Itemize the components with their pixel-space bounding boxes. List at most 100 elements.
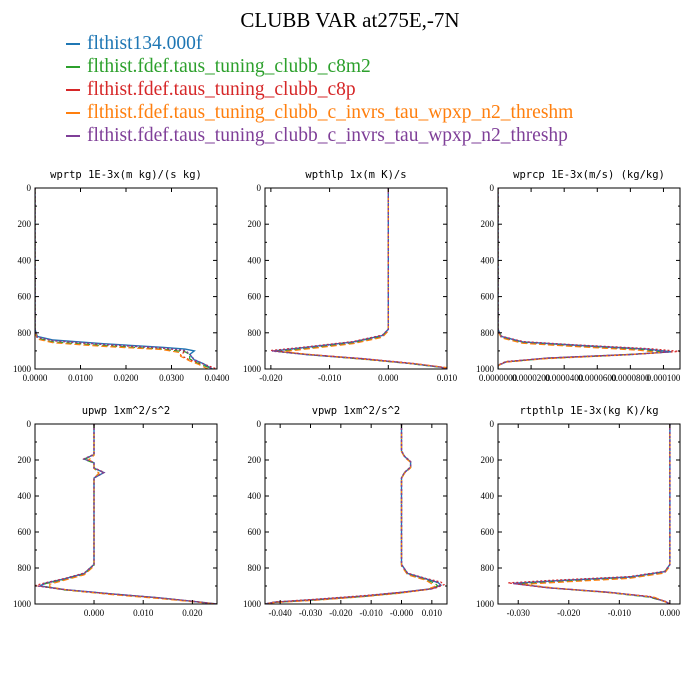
series-line-2 <box>265 424 440 604</box>
legend-line-icon <box>66 134 80 137</box>
y-tick-label: 800 <box>248 563 262 573</box>
y-tick-label: 200 <box>18 219 32 229</box>
y-tick-label: 0 <box>257 183 262 193</box>
series-line-2 <box>518 424 671 604</box>
series-line-2 <box>35 188 213 369</box>
figure-title: CLUBB VAR at275E,-7N <box>240 8 460 32</box>
series-line-1 <box>37 424 217 604</box>
legend-label: flthist134.000f <box>87 33 203 54</box>
legend: flthist134.000f flthist.fdef.taus_tuning… <box>66 32 573 147</box>
y-tick-label: 400 <box>481 255 495 265</box>
panel-2: wpthlp 1x(m K)/s 0 200 400 600 800 1000-0.020 -… <box>243 169 458 383</box>
x-tick-label: 0.0000800 <box>611 373 650 383</box>
panel-title: wpthlp 1x(m K)/s <box>305 169 406 181</box>
x-tick-label: -0.010 <box>318 373 342 383</box>
y-tick-label: 1000 <box>476 364 495 374</box>
x-tick-label: -0.030 <box>507 608 531 618</box>
legend-item: flthist.fdef.taus_tuning_clubb_c_invrs_t… <box>66 101 573 124</box>
series-line-3 <box>35 188 217 369</box>
panel-title: vpwp 1xm^2/s^2 <box>312 405 401 417</box>
legend-line-icon <box>66 88 80 91</box>
y-tick-label: 600 <box>481 292 495 302</box>
x-tick-label: 0.000 <box>378 373 399 383</box>
series-line-5 <box>513 424 671 604</box>
x-tick-label: -0.020 <box>557 608 581 618</box>
series-line-5 <box>37 424 217 604</box>
panel-title: upwp 1xm^2/s^2 <box>82 405 171 417</box>
x-tick-label: 0.0200 <box>114 373 139 383</box>
y-tick-label: 800 <box>18 563 32 573</box>
legend-line-icon <box>66 65 80 68</box>
y-tick-label: 800 <box>248 328 262 338</box>
x-tick-label: 0.010 <box>422 608 443 618</box>
legend-label: flthist.fdef.taus_tuning_clubb_c8m2 <box>87 56 371 77</box>
x-tick-label: 0.020 <box>182 608 203 618</box>
plot-frame <box>34 423 218 605</box>
x-tick-label: -0.020 <box>329 608 353 618</box>
legend-item: flthist.fdef.taus_tuning_clubb_c8m2 <box>66 55 573 78</box>
y-tick-label: 800 <box>18 328 32 338</box>
y-tick-label: 0 <box>27 419 32 429</box>
y-tick-label: 1000 <box>13 364 32 374</box>
y-tick-label: 400 <box>248 491 262 501</box>
x-tick-label: 0.0000 <box>23 373 48 383</box>
x-tick-label: 0.010 <box>437 373 458 383</box>
panel-title: rtpthlp 1E-3x(kg K)/kg <box>519 405 658 417</box>
series-line-4 <box>265 424 437 604</box>
legend-item: flthist134.000f <box>66 32 573 55</box>
x-tick-label: -0.040 <box>269 608 293 618</box>
series-line-5 <box>35 188 213 369</box>
x-tick-label: 0.0000000 <box>479 373 518 383</box>
x-tick-label: 0.000 <box>660 608 681 618</box>
y-tick-label: 200 <box>248 455 262 465</box>
series-line-1 <box>513 424 671 604</box>
x-tick-label: -0.010 <box>608 608 632 618</box>
y-tick-label: 0 <box>490 419 495 429</box>
y-tick-label: 200 <box>481 219 495 229</box>
x-tick-label: 0.010 <box>133 608 154 618</box>
x-tick-label: -0.010 <box>360 608 384 618</box>
y-tick-label: 600 <box>248 527 262 537</box>
x-tick-label: 0.000100 <box>647 373 681 383</box>
panel-4: upwp 1xm^2/s^2 0 200 400 600 800 1000 0.000 0.01… <box>13 405 218 618</box>
legend-label: flthist.fdef.taus_tuning_clubb_c_invrs_t… <box>87 102 574 123</box>
series-line-3 <box>265 424 446 604</box>
x-tick-label: 0.0000400 <box>545 373 584 383</box>
panel-5: vpwp 1xm^2/s^2 0 200 400 600 800 1000 -0.040 -0.… <box>243 405 448 618</box>
panel-6: rtpthlp 1E-3x(kg K)/kg 0 200 400 600 800 1000 -… <box>476 405 681 618</box>
y-tick-label: 600 <box>18 292 32 302</box>
plot-frame <box>34 187 218 370</box>
series-line-5 <box>498 188 669 369</box>
y-tick-label: 400 <box>481 491 495 501</box>
panel-1: wprtp 1E-3x(m kg)/(s kg) 0 200 400 600 800 100… <box>13 169 230 383</box>
y-tick-label: 1000 <box>13 599 32 609</box>
series-line-5 <box>271 188 447 369</box>
series-line-4 <box>49 424 217 604</box>
y-tick-label: 200 <box>248 219 262 229</box>
legend-label: flthist.fdef.taus_tuning_clubb_c8p <box>87 79 356 100</box>
y-tick-label: 1000 <box>476 599 495 609</box>
y-tick-label: 400 <box>248 255 262 265</box>
x-tick-label: 0.0400 <box>205 373 230 383</box>
x-tick-label: -0.000 <box>390 608 414 618</box>
series-line-3 <box>35 424 217 604</box>
y-tick-label: 0 <box>27 183 32 193</box>
y-tick-label: 200 <box>481 455 495 465</box>
panel-3: wprcp 1E-3x(m/s) (kg/kg) 0 200 400 600 800 100… <box>476 169 681 383</box>
x-tick-label: -0.020 <box>259 373 283 383</box>
series-line-4 <box>282 188 447 369</box>
y-tick-label: 800 <box>481 328 495 338</box>
series-line-4 <box>35 188 209 369</box>
x-tick-label: 0.0000200 <box>512 373 551 383</box>
series-line-5 <box>265 424 443 604</box>
x-tick-label: 0.000 <box>84 608 105 618</box>
y-tick-label: 400 <box>18 491 32 501</box>
x-tick-label: 0.0000600 <box>578 373 617 383</box>
y-tick-label: 1000 <box>243 599 262 609</box>
legend-line-icon <box>66 42 80 45</box>
series-line-1 <box>35 188 213 369</box>
y-tick-label: 0 <box>257 419 262 429</box>
y-tick-label: 1000 <box>243 364 262 374</box>
y-tick-label: 600 <box>248 292 262 302</box>
